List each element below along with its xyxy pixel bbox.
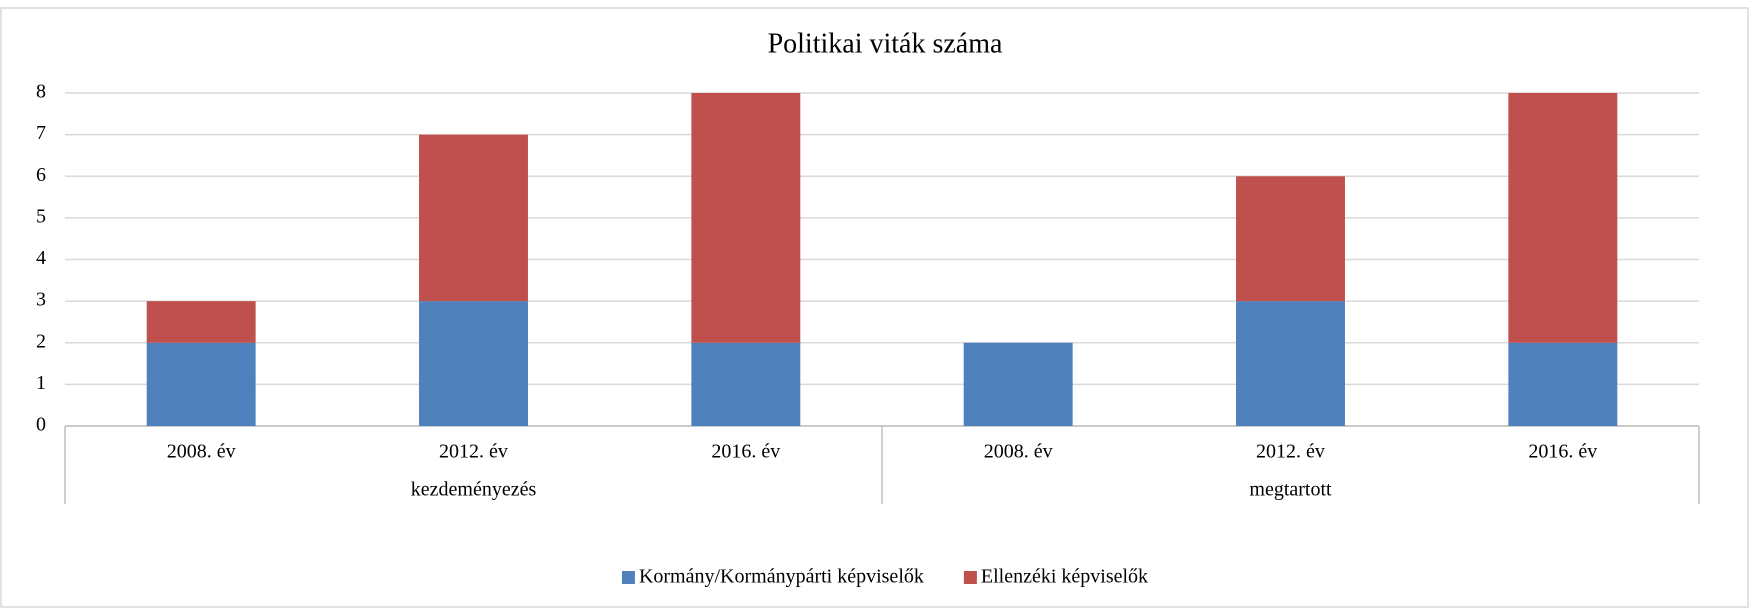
x-tick-label: 2008. év xyxy=(984,441,1053,463)
bar-segment xyxy=(1508,342,1618,426)
y-tick-label: 2 xyxy=(36,330,46,352)
x-tick-label: 2012. év xyxy=(1256,441,1325,463)
bar-segment xyxy=(419,301,528,426)
chart-frame xyxy=(0,7,1749,608)
group-label: megtartott xyxy=(1249,479,1332,501)
y-tick-label: 1 xyxy=(36,372,46,394)
legend-swatch xyxy=(963,571,977,584)
y-tick-label: 7 xyxy=(36,122,46,144)
bar-segment xyxy=(1508,93,1618,343)
bar-segment xyxy=(691,342,801,426)
bar-segment xyxy=(419,134,528,302)
y-tick-label: 8 xyxy=(36,81,46,103)
bar-segment xyxy=(1236,176,1345,302)
legend-label: Kormány/Kormánypárti képviselők xyxy=(639,566,924,588)
x-tick-label: 2016. év xyxy=(711,441,780,463)
bar-segment xyxy=(963,342,1073,426)
y-tick-label: 5 xyxy=(36,205,46,227)
x-tick-label: 2016. év xyxy=(1528,441,1597,463)
x-tick-label: 2012. év xyxy=(439,441,508,463)
chart-title: Politikai viták száma xyxy=(768,28,1003,59)
bar-segment xyxy=(1236,301,1345,426)
y-tick-label: 4 xyxy=(36,247,46,269)
y-tick-label: 6 xyxy=(36,164,46,186)
x-tick-label: 2008. év xyxy=(167,441,236,463)
y-tick-label: 3 xyxy=(36,289,46,311)
group-label: kezdeményezés xyxy=(411,479,537,501)
bar-segment xyxy=(146,301,256,343)
bar-segment xyxy=(691,93,801,343)
legend-label: Ellenzéki képviselők xyxy=(981,566,1148,588)
bar-segment xyxy=(146,342,256,426)
legend-swatch xyxy=(621,571,635,584)
y-tick-label: 0 xyxy=(36,414,46,436)
